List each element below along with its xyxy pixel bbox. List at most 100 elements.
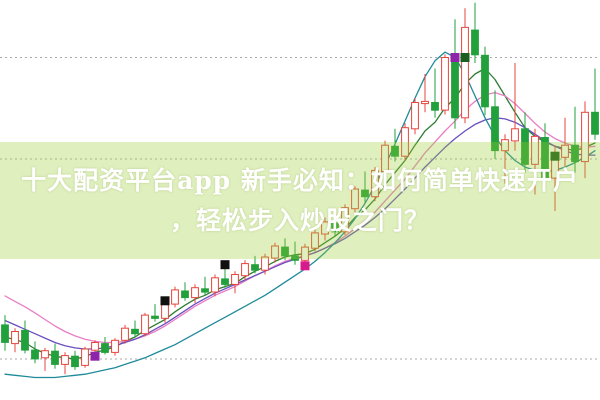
candle[interactable] — [371, 167, 379, 202]
candle-body — [561, 144, 569, 158]
candle[interactable] — [361, 171, 369, 204]
candle[interactable] — [351, 186, 359, 214]
candle[interactable] — [61, 352, 69, 375]
candle[interactable] — [421, 74, 429, 113]
candle[interactable] — [211, 274, 219, 297]
candle[interactable] — [41, 347, 49, 371]
candle[interactable] — [531, 128, 539, 195]
candle-body — [571, 144, 579, 163]
candle[interactable] — [191, 284, 199, 303]
marker-box — [450, 53, 460, 62]
candle-body — [251, 264, 259, 271]
candle-series — [1, 2, 599, 375]
candle[interactable] — [151, 304, 159, 322]
candle[interactable] — [231, 271, 239, 294]
candle[interactable] — [71, 350, 79, 370]
marker-box — [90, 351, 100, 361]
candle[interactable] — [461, 8, 469, 124]
candle[interactable] — [521, 112, 529, 173]
candle[interactable] — [541, 123, 549, 189]
candle[interactable] — [291, 241, 299, 265]
candle[interactable] — [121, 324, 129, 344]
candle[interactable] — [431, 68, 439, 118]
candle[interactable] — [481, 46, 489, 116]
candle-body — [171, 289, 179, 305]
candle-body — [371, 169, 379, 198]
candle[interactable] — [201, 276, 209, 296]
candle-body — [331, 222, 339, 233]
candle[interactable] — [411, 98, 419, 135]
candle[interactable] — [131, 320, 139, 338]
signal-marker-sell[interactable] — [460, 53, 470, 62]
marker-box — [160, 296, 170, 306]
candle-body — [341, 207, 349, 233]
candle-body — [541, 137, 549, 179]
ma-line-ma5 — [4, 67, 596, 360]
candle[interactable] — [171, 286, 179, 308]
signal-marker-sell[interactable] — [160, 296, 170, 306]
candle[interactable] — [51, 343, 59, 369]
candle[interactable] — [561, 117, 569, 168]
candle[interactable] — [321, 217, 329, 241]
candle-body — [111, 339, 119, 353]
signal-marker-sell[interactable] — [550, 151, 560, 161]
candle-body — [401, 127, 409, 157]
candle[interactable] — [31, 341, 39, 364]
candle[interactable] — [21, 320, 29, 354]
candle[interactable] — [341, 204, 349, 236]
candle-body — [581, 111, 589, 163]
candle[interactable] — [111, 338, 119, 356]
signal-marker-sell[interactable] — [220, 260, 230, 270]
candle[interactable] — [451, 19, 459, 129]
candle-body — [221, 278, 229, 285]
candle[interactable] — [581, 101, 589, 179]
marker-box — [300, 261, 310, 271]
candle[interactable] — [281, 238, 289, 261]
candle[interactable] — [511, 63, 519, 151]
candle-body — [381, 144, 389, 172]
candle-body — [491, 106, 499, 152]
candle-body — [71, 355, 79, 368]
signal-marker-buy[interactable] — [90, 351, 100, 361]
candle[interactable] — [241, 260, 249, 280]
candle-body — [261, 256, 269, 271]
candle-body — [411, 102, 419, 130]
candle[interactable] — [401, 123, 409, 161]
candle[interactable] — [471, 2, 479, 63]
candle[interactable] — [441, 54, 449, 115]
candle[interactable] — [591, 68, 599, 140]
candle[interactable] — [331, 211, 339, 237]
candle-body — [201, 288, 209, 293]
candle[interactable] — [11, 328, 19, 353]
candle[interactable] — [81, 346, 89, 368]
candle[interactable] — [141, 312, 149, 336]
candle[interactable] — [101, 337, 109, 355]
candle-body — [461, 26, 469, 119]
candle[interactable] — [261, 253, 269, 275]
candle-body — [421, 100, 429, 105]
candle[interactable] — [381, 140, 389, 176]
candle-body — [231, 274, 239, 285]
candle[interactable] — [501, 134, 509, 184]
candle-body — [591, 111, 599, 135]
candle-body — [391, 145, 399, 157]
candle[interactable] — [1, 315, 9, 351]
candle[interactable] — [251, 255, 259, 274]
candle[interactable] — [391, 128, 399, 162]
candle-body — [131, 328, 139, 335]
candle[interactable] — [491, 90, 499, 159]
candle-body — [241, 263, 249, 277]
signal-marker-buy[interactable] — [300, 261, 310, 271]
candle-body — [321, 221, 329, 235]
candle[interactable] — [181, 282, 189, 301]
candle[interactable] — [271, 242, 279, 263]
signal-marker-buy[interactable] — [450, 53, 460, 62]
candle-body — [121, 327, 129, 341]
marker-box — [460, 53, 470, 62]
candle[interactable] — [571, 106, 579, 173]
candle-body — [311, 232, 319, 249]
candle[interactable] — [221, 267, 229, 288]
candle-body — [271, 245, 279, 259]
candle[interactable] — [311, 229, 319, 252]
